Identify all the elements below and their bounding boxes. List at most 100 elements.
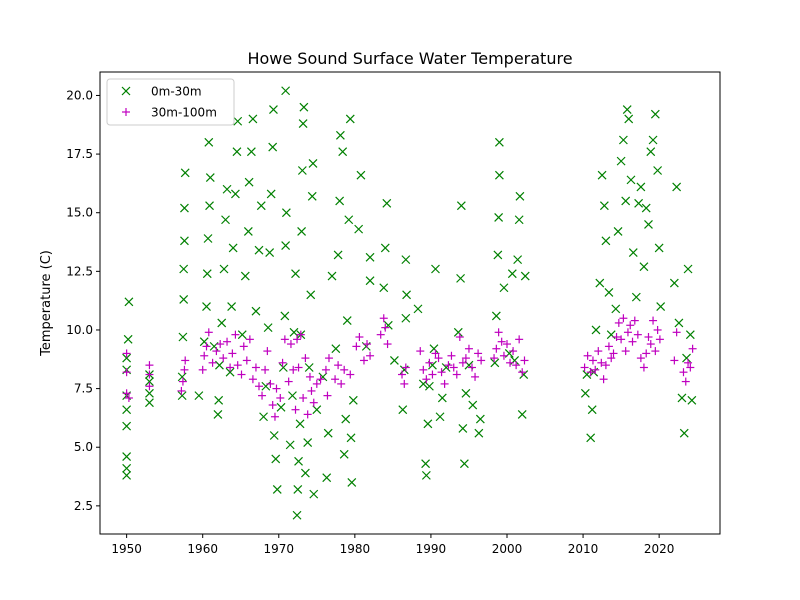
data-point bbox=[221, 215, 230, 225]
data-point bbox=[609, 349, 618, 358]
data-point bbox=[380, 243, 390, 253]
data-point bbox=[437, 393, 447, 403]
data-point bbox=[145, 377, 154, 386]
data-point bbox=[304, 363, 314, 372]
x-tick-label: 1950 bbox=[111, 542, 142, 556]
data-point bbox=[270, 412, 279, 421]
data-point bbox=[266, 189, 276, 199]
data-point bbox=[588, 356, 597, 365]
data-point bbox=[208, 358, 217, 367]
data-point bbox=[122, 421, 132, 431]
x-tick-label: 1980 bbox=[340, 542, 371, 556]
data-point bbox=[507, 269, 517, 279]
data-point bbox=[434, 354, 443, 363]
data-point bbox=[621, 347, 630, 356]
data-point bbox=[306, 290, 316, 300]
data-point bbox=[122, 452, 132, 462]
data-point bbox=[178, 332, 188, 342]
y-tick-label: 15.0 bbox=[66, 206, 93, 220]
data-point bbox=[338, 147, 348, 157]
data-point bbox=[452, 370, 461, 379]
data-point bbox=[180, 236, 189, 246]
data-point bbox=[684, 358, 693, 367]
data-point bbox=[601, 361, 610, 370]
data-point bbox=[389, 356, 399, 365]
data-point bbox=[292, 510, 302, 520]
data-point bbox=[401, 313, 411, 323]
data-point bbox=[382, 198, 392, 208]
data-point bbox=[145, 398, 154, 408]
data-point bbox=[233, 361, 242, 370]
y-tick-label: 2.5 bbox=[74, 499, 93, 513]
data-point bbox=[254, 245, 264, 255]
data-point bbox=[177, 391, 187, 401]
data-point bbox=[653, 166, 663, 175]
data-point bbox=[281, 86, 291, 96]
data-point bbox=[145, 388, 154, 398]
data-point bbox=[309, 489, 319, 499]
data-point bbox=[272, 485, 282, 494]
data-point bbox=[177, 386, 186, 395]
data-point bbox=[618, 135, 628, 145]
data-point bbox=[124, 297, 134, 307]
data-point bbox=[687, 395, 697, 405]
data-point bbox=[619, 314, 628, 323]
data-point bbox=[323, 391, 332, 400]
data-point bbox=[517, 409, 527, 419]
legend-marker-0m-30m bbox=[121, 86, 131, 96]
data-point bbox=[514, 215, 524, 225]
data-point bbox=[322, 473, 332, 483]
data-point bbox=[298, 119, 308, 129]
data-point bbox=[256, 201, 266, 211]
data-point bbox=[646, 340, 655, 349]
data-point bbox=[231, 330, 240, 339]
data-point bbox=[595, 278, 605, 288]
data-point bbox=[586, 368, 595, 377]
data-point bbox=[435, 412, 445, 422]
data-point bbox=[686, 363, 695, 372]
data-point bbox=[583, 351, 592, 360]
data-point bbox=[423, 419, 433, 429]
data-point bbox=[308, 159, 318, 168]
data-point bbox=[365, 252, 375, 262]
data-point bbox=[509, 347, 518, 356]
data-point bbox=[644, 220, 653, 229]
data-point bbox=[276, 393, 285, 402]
data-point bbox=[491, 311, 501, 321]
data-point bbox=[204, 137, 214, 147]
data-point bbox=[429, 344, 439, 354]
data-point bbox=[198, 365, 207, 374]
data-point bbox=[217, 318, 227, 328]
data-point bbox=[682, 353, 691, 363]
data-point bbox=[639, 262, 649, 272]
data-point bbox=[419, 365, 428, 374]
data-point bbox=[228, 349, 237, 358]
data-point bbox=[230, 189, 240, 199]
data-point bbox=[679, 428, 689, 438]
data-point bbox=[679, 368, 688, 377]
data-point bbox=[440, 379, 449, 388]
data-point bbox=[633, 330, 642, 339]
data-point bbox=[266, 379, 275, 388]
data-point bbox=[213, 409, 223, 419]
data-point bbox=[346, 433, 356, 443]
data-point bbox=[513, 255, 523, 265]
data-point bbox=[233, 116, 243, 126]
data-point bbox=[499, 283, 509, 293]
data-point bbox=[200, 351, 209, 360]
data-point bbox=[180, 365, 189, 374]
data-point bbox=[294, 456, 303, 466]
data-point bbox=[468, 400, 478, 410]
data-point bbox=[223, 337, 232, 346]
data-point bbox=[261, 365, 270, 374]
data-point bbox=[644, 333, 653, 342]
data-point bbox=[299, 393, 308, 402]
data-point bbox=[299, 102, 309, 112]
data-point bbox=[291, 269, 300, 279]
data-point bbox=[475, 414, 485, 424]
data-point bbox=[289, 365, 298, 374]
data-point bbox=[402, 290, 412, 300]
data-point bbox=[179, 295, 189, 304]
data-point bbox=[301, 354, 310, 363]
